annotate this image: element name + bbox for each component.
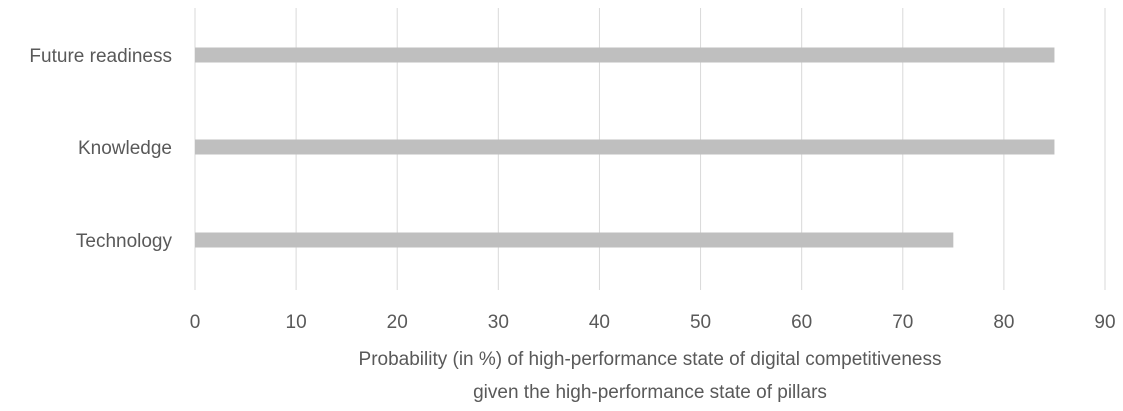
x-tick-label-10: 10 [286, 312, 307, 333]
x-tick-labels: 0 10 20 30 40 50 60 70 80 90 [190, 312, 1116, 333]
x-tick-label-70: 70 [892, 312, 913, 333]
category-labels: Technology Knowledge Future readiness [29, 46, 172, 252]
x-tick-label-60: 60 [791, 312, 812, 333]
x-axis-title: Probability (in %) of high-performance s… [359, 349, 942, 403]
bar-knowledge [195, 139, 1055, 155]
bar-technology [195, 232, 954, 248]
x-tick-label-0: 0 [190, 312, 201, 333]
bars [195, 47, 1055, 248]
category-label-technology: Technology [76, 231, 173, 252]
x-tick-label-50: 50 [690, 312, 711, 333]
x-tick-label-90: 90 [1094, 312, 1115, 333]
x-tick-label-30: 30 [488, 312, 509, 333]
category-label-knowledge: Knowledge [78, 138, 172, 159]
bar-future-readiness [195, 47, 1055, 63]
x-axis-title-line-1: Probability (in %) of high-performance s… [359, 349, 942, 370]
x-tick-label-40: 40 [589, 312, 610, 333]
category-label-future-readiness: Future readiness [29, 46, 172, 67]
x-tick-label-80: 80 [993, 312, 1014, 333]
x-axis-title-line-2: given the high-performance state of pill… [473, 382, 827, 403]
x-tick-label-20: 20 [387, 312, 408, 333]
